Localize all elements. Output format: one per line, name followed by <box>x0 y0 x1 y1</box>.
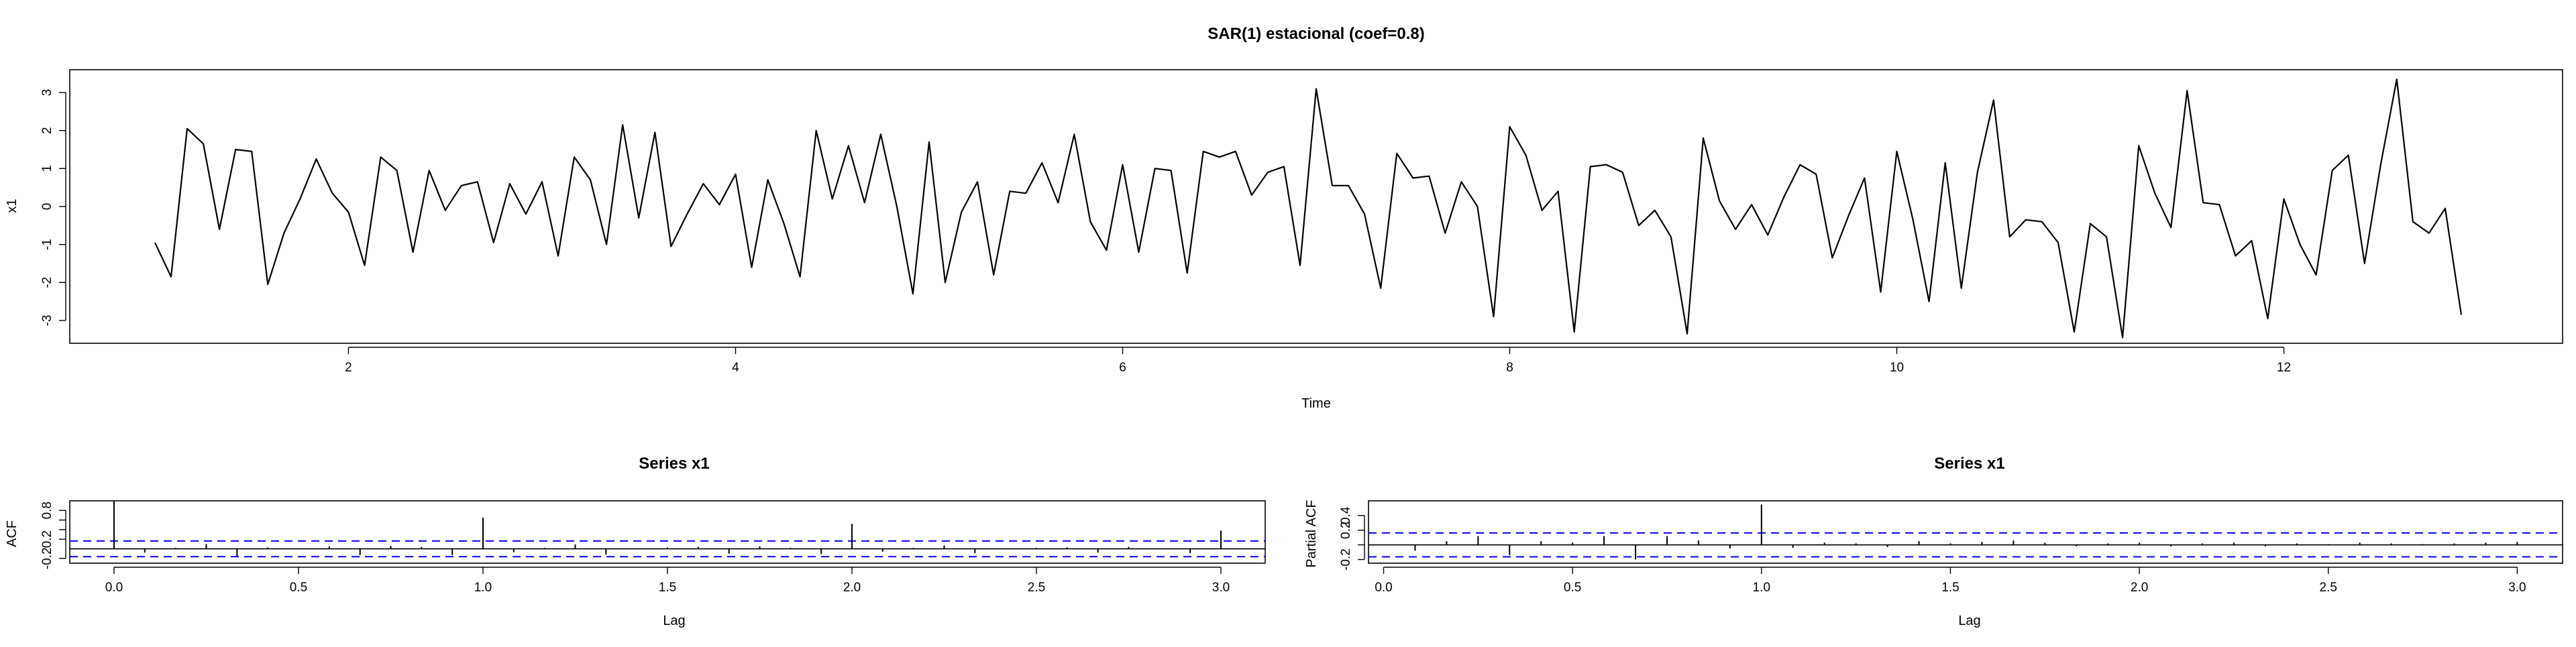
pacf-x-tick-label: 3.0 <box>2508 581 2526 595</box>
ts-plot-frame <box>69 69 2563 344</box>
acf-plot-frame <box>69 500 1266 564</box>
pacf-plot-frame <box>1368 500 2563 564</box>
pacf-x-tick-label: 2.5 <box>2320 581 2337 595</box>
pacf-y-tick-label: 0.2 <box>1339 522 1353 539</box>
pacf-x-tick-label: 0.5 <box>1564 581 1581 595</box>
pacf-x-tick-label: 1.5 <box>1941 581 1959 595</box>
acf-title: Series x1 <box>639 455 709 473</box>
ts-title: SAR(1) estacional (coef=0.8) <box>1208 25 1424 43</box>
ts-y-tick-label: -1 <box>40 239 54 250</box>
pacf-y-tick-label: 0.4 <box>1339 506 1353 524</box>
ts-y-tick-label: 2 <box>40 127 54 134</box>
acf-x-tick-label: 0.5 <box>290 581 307 595</box>
acf-x-tick-label: 2.5 <box>1028 581 1045 595</box>
ts-x-tick-label: 4 <box>732 361 739 375</box>
acf-y-tick-label: -0.2 <box>40 547 54 569</box>
ts-x-tick-label: 10 <box>1890 361 1904 375</box>
ts-y-tick-label: 3 <box>40 89 54 97</box>
acf-ylabel: ACF <box>5 520 19 547</box>
ts-x-tick-label: 8 <box>1506 361 1513 375</box>
ts-series-line <box>154 78 2463 339</box>
pacf-xlabel: Lag <box>1958 613 1980 628</box>
acf-panel: Series x1 Lag ACF 0.0 0.5 1.0 1.5 2.0 2.5 3.0 -… <box>5 455 1266 628</box>
pacf-x-tick-label: 0.0 <box>1375 581 1392 595</box>
acf-xlabel: Lag <box>663 613 685 628</box>
ts-y-tick-label: 0 <box>40 203 54 211</box>
pacf-x-tick-label: 2.0 <box>2131 581 2148 595</box>
ts-xlabel: Time <box>1301 396 1331 411</box>
pacf-y-tick-label: -0.2 <box>1339 548 1353 571</box>
ts-y-tick-label: -2 <box>40 277 54 288</box>
pacf-x-tick-label: 1.0 <box>1753 581 1770 595</box>
pacf-panel: Series x1 Lag Partial ACF 0.0 0.5 1.0 1.5 2.… <box>1304 455 2563 628</box>
acf-x-tick-label: 2.0 <box>843 581 861 595</box>
acf-y-tick-label: 0.8 <box>40 502 54 519</box>
pacf-title: Series x1 <box>1934 455 2004 473</box>
ts-y-tick-label: 1 <box>40 165 54 172</box>
pacf-ylabel: Partial ACF <box>1304 499 1319 567</box>
ts-y-tick-label: -3 <box>40 315 54 327</box>
acf-x-tick-label: 0.0 <box>105 581 123 595</box>
acf-x-tick-label: 1.5 <box>659 581 676 595</box>
acf-x-tick-label: 1.0 <box>474 581 492 595</box>
ts-x-tick-label: 12 <box>2277 361 2291 375</box>
ts-x-tick-label: 6 <box>1119 361 1126 375</box>
ts-x-tick-label: 2 <box>345 361 352 375</box>
time-series-panel: SAR(1) estacional (coef=0.8) Time x1 2 4 6… <box>5 25 2563 411</box>
acf-y-tick-label: 0.2 <box>40 530 54 548</box>
ts-ylabel: x1 <box>5 198 19 213</box>
acf-x-tick-label: 3.0 <box>1212 581 1230 595</box>
